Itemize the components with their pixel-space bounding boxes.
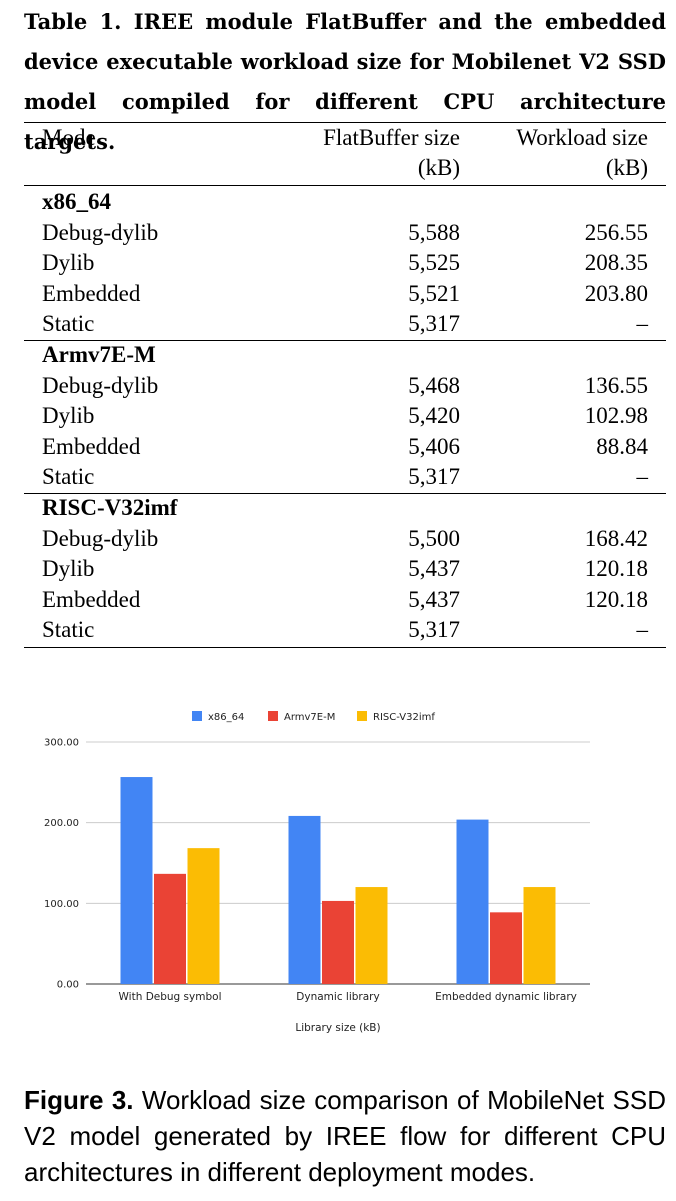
legend-swatch [268,711,278,721]
cell-flatbuffer-size: 5,437 [408,556,460,582]
cell-flatbuffer-size: 5,525 [408,250,460,276]
y-tick-label: 200.00 [44,818,79,829]
y-tick-label: 0.00 [57,980,79,991]
group-heading: RISC-V32imf [42,495,178,520]
bar-armv7e-m [154,873,186,984]
cell-mode: Dylib [42,403,95,429]
cell-workload-size: 256.55 [584,219,648,245]
cell-flatbuffer-size: 5,317 [408,464,460,490]
header-mode: Mode [42,125,96,150]
cell-workload-size: – [636,464,649,490]
legend-label: x86_64 [208,712,244,723]
bar-chart-svg: 0.00 100.00 200.00 300.00 With Debug symbol D… [44,711,590,1034]
header-workload-size: Workload size [516,125,648,150]
cell-workload-size: – [636,617,649,643]
bar-risc-v32imf [355,887,388,984]
cell-workload-size: 88.84 [596,433,648,459]
cell-workload-size: 168.42 [584,525,648,551]
x-tick-label: Embedded dynamic library [435,991,577,1003]
cell-mode: Debug-dylib [42,525,159,551]
table-header-rule [24,185,666,186]
legend-label: Armv7E-M [284,712,335,723]
cell-mode: Debug-dylib [42,372,159,398]
y-tick-label: 100.00 [44,899,79,910]
workload-size-chart: 0.00 100.00 200.00 300.00 With Debug symbol D… [0,695,676,1045]
bar-x86-64 [288,815,321,984]
cell-flatbuffer-size: 5,521 [408,280,460,306]
group-heading: Armv7E-M [42,342,156,367]
cell-mode: Static [42,464,95,490]
cell-flatbuffer-size: 5,500 [408,525,460,551]
cell-workload-size: 120.18 [584,586,648,612]
bar-risc-v32imf [187,848,220,984]
x-tick-label: Dynamic library [296,991,379,1003]
cell-workload-size: 203.80 [584,280,648,306]
legend-swatch [192,711,202,721]
x-tick-label: With Debug symbol [119,991,222,1003]
group-heading: x86_64 [42,189,111,214]
group-rule [24,493,666,494]
cell-workload-size: 102.98 [584,403,648,429]
header-flatbuffer-unit: (kB) [417,155,460,180]
cell-workload-size: 208.35 [584,250,648,276]
cell-flatbuffer-size: 5,437 [408,586,460,612]
cell-mode: Dylib [42,556,95,582]
table-bottom-rule [24,647,666,648]
cell-mode: Embedded [42,433,141,459]
cell-workload-size: 120.18 [584,556,648,582]
header-flatbuffer-size: FlatBuffer size [323,125,460,150]
legend-swatch [357,711,367,721]
cell-mode: Debug-dylib [42,219,159,245]
cell-flatbuffer-size: 5,406 [408,433,460,459]
figure-caption-text: Workload size comparison of MobileNet SS… [24,1085,666,1187]
cell-mode: Embedded [42,586,141,612]
x-axis-title: Library size (kB) [295,1022,380,1034]
table-top-rule [24,122,666,123]
cell-flatbuffer-size: 5,468 [408,372,460,398]
table-caption: Table 1. IREE module FlatBuffer and the … [24,9,666,154]
cell-mode: Static [42,311,95,337]
cell-flatbuffer-size: 5,420 [408,403,460,429]
y-tick-label: 300.00 [44,738,79,749]
bar-armv7e-m [490,912,522,984]
header-workload-unit: (kB) [605,155,648,180]
cell-mode: Embedded [42,280,141,306]
figure-label: Figure 3. [24,1085,134,1115]
bar-x86-64 [120,777,153,984]
cell-flatbuffer-size: 5,317 [408,311,460,337]
cell-flatbuffer-size: 5,588 [408,219,460,245]
figure-caption: Figure 3. Workload size comparison of Mo… [24,1082,666,1190]
bar-risc-v32imf [523,887,556,984]
cell-flatbuffer-size: 5,317 [408,617,460,643]
legend-label: RISC-V32imf [373,712,435,723]
cell-mode: Dylib [42,250,95,276]
cell-mode: Static [42,617,95,643]
group-rule [24,340,666,341]
bar-armv7e-m [322,900,354,984]
bar-x86-64 [456,819,489,984]
cell-workload-size: 136.55 [584,372,648,398]
results-table: Mode FlatBuffer size (kB) Workload size … [24,122,666,648]
cell-workload-size: – [636,311,649,337]
